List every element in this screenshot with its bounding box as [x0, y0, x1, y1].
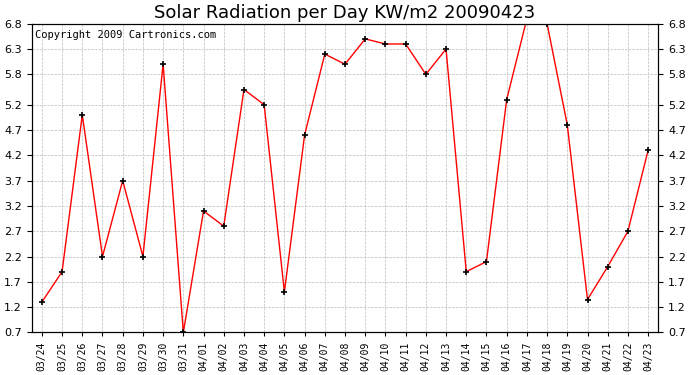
- Text: Copyright 2009 Cartronics.com: Copyright 2009 Cartronics.com: [35, 30, 216, 40]
- Title: Solar Radiation per Day KW/m2 20090423: Solar Radiation per Day KW/m2 20090423: [155, 4, 535, 22]
